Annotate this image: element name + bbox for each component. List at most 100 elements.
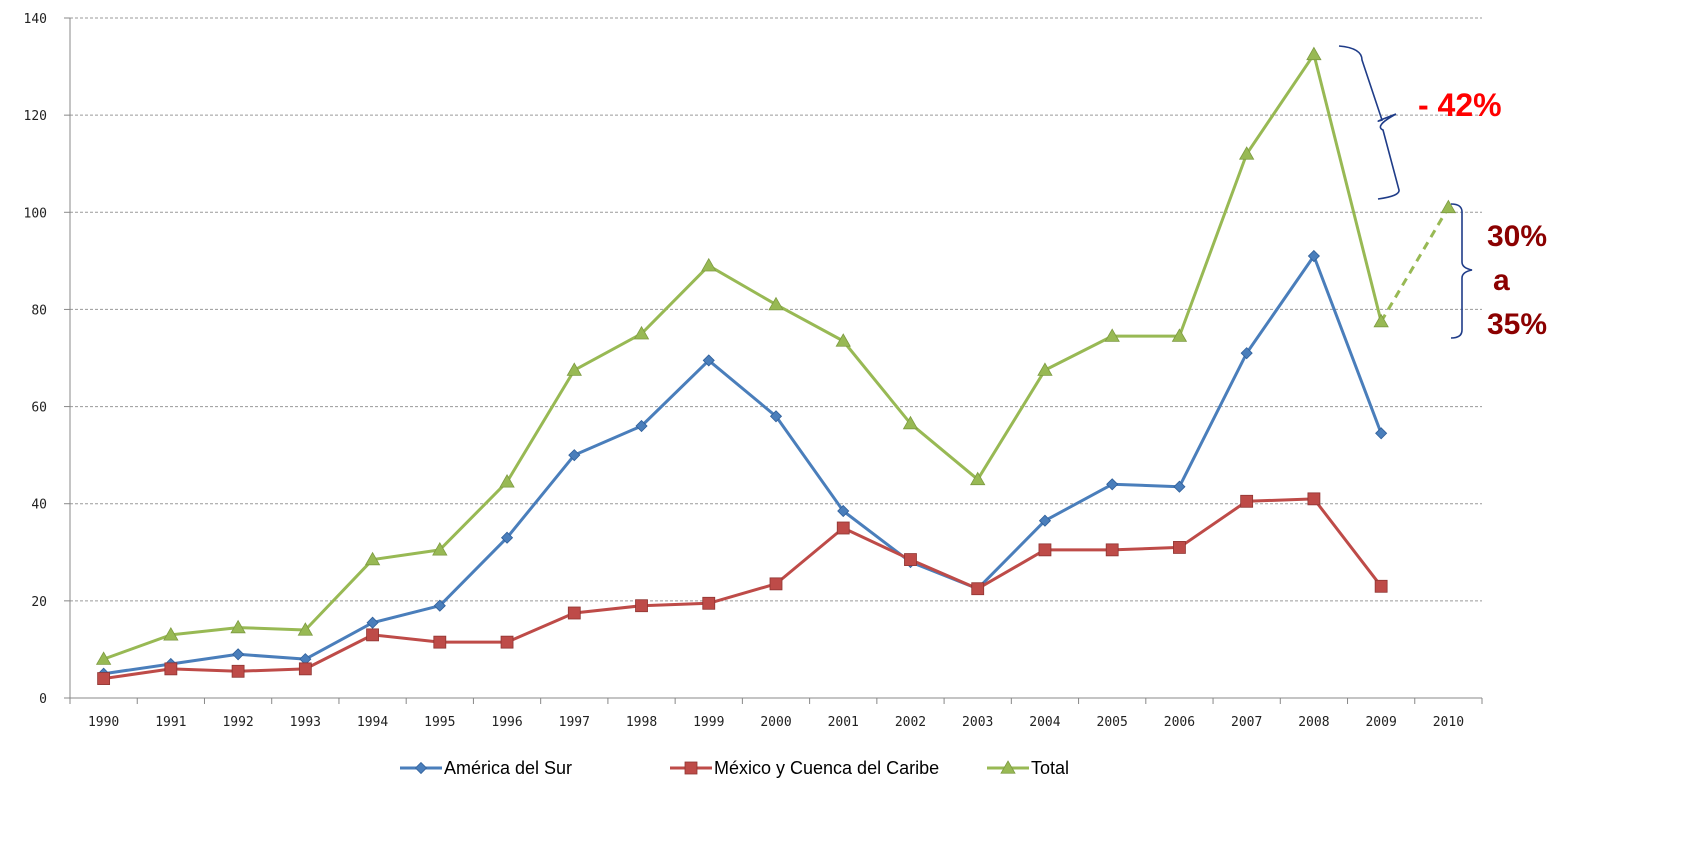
legend-label: América del Sur xyxy=(444,758,572,778)
data-point-0 xyxy=(366,616,379,629)
data-point-2 xyxy=(432,542,448,556)
y-tick-label: 80 xyxy=(31,303,47,318)
data-point-2 xyxy=(230,619,246,634)
annotations: - 42% 30% a 35% xyxy=(1338,45,1547,341)
data-point-2 xyxy=(1104,328,1120,342)
x-tick-label: 1992 xyxy=(222,715,253,730)
data-point-2 xyxy=(297,622,314,636)
data-point-0 xyxy=(635,419,648,433)
data-point-1 xyxy=(1307,492,1321,506)
y-axis-ticks: 0 20 40 60 80 100 120 140 xyxy=(24,12,70,707)
x-tick-label: 1991 xyxy=(155,715,186,730)
x-tick-label: 1990 xyxy=(88,715,119,730)
data-point-1 xyxy=(433,635,447,649)
annotation-recovery-line-2: a xyxy=(1493,264,1510,297)
data-point-0 xyxy=(702,354,715,367)
x-tick-label: 2002 xyxy=(895,715,926,730)
data-point-2 xyxy=(835,333,851,347)
x-axis-ticks: 1990 1991 1992 1993 1994 1995 1996 1997 1998 1999… xyxy=(69,698,1483,730)
x-tick-label: 2001 xyxy=(828,715,859,730)
y-tick-label: 140 xyxy=(24,12,47,27)
data-point-2 xyxy=(566,362,582,376)
data-point-2 xyxy=(1373,313,1389,328)
data-point-1 xyxy=(769,577,783,591)
data-point-2 xyxy=(970,471,986,486)
data-point-1 xyxy=(97,672,111,685)
x-tick-label: 1993 xyxy=(290,715,321,730)
data-point-1 xyxy=(298,662,312,676)
data-point-1 xyxy=(1240,494,1254,508)
legend-label: Total xyxy=(1031,758,1069,778)
legend-item: Total xyxy=(987,758,1069,778)
data-point-0 xyxy=(837,504,850,518)
annotation-recovery-line-3: 35% xyxy=(1487,308,1547,341)
x-tick-label: 1999 xyxy=(693,715,724,730)
data-point-1 xyxy=(366,628,379,642)
x-tick-label: 2009 xyxy=(1365,715,1396,730)
data-point-2 xyxy=(1238,146,1255,160)
data-point-1 xyxy=(971,582,985,596)
annotation-decline: - 42% xyxy=(1418,87,1502,123)
legend-label: México y Cuenca del Caribe xyxy=(714,758,939,778)
y-tick-label: 0 xyxy=(39,692,47,707)
data-point-0 xyxy=(1173,480,1186,493)
data-point-2 xyxy=(364,551,381,566)
series-line-0 xyxy=(103,254,1383,676)
data-point-1 xyxy=(567,606,581,620)
data-point-2 xyxy=(701,257,717,272)
data-point-1 xyxy=(836,521,850,535)
legend-marker xyxy=(1000,760,1016,774)
series-markers xyxy=(95,46,1457,685)
axes xyxy=(69,18,1482,699)
x-tick-label: 2008 xyxy=(1298,715,1329,730)
data-point-0 xyxy=(1240,347,1253,360)
data-point-0 xyxy=(1106,478,1119,491)
data-point-0 xyxy=(500,531,514,544)
series-line-1 xyxy=(103,497,1383,681)
data-point-0 xyxy=(433,599,446,612)
data-point-1 xyxy=(231,664,245,678)
series-lines xyxy=(103,52,1450,681)
data-point-1 xyxy=(1105,543,1119,557)
data-point-2 xyxy=(499,474,515,488)
data-point-2 xyxy=(1037,362,1053,376)
data-point-2 xyxy=(163,627,179,641)
data-point-2 xyxy=(1306,46,1322,61)
data-point-1 xyxy=(904,553,917,566)
x-tick-label: 2004 xyxy=(1029,715,1060,730)
data-point-1 xyxy=(635,599,648,613)
x-tick-label: 2010 xyxy=(1433,715,1464,730)
legend-item: América del Sur xyxy=(400,758,572,778)
y-tick-label: 100 xyxy=(24,206,47,221)
x-tick-label: 2005 xyxy=(1097,715,1128,730)
x-tick-label: 1998 xyxy=(626,715,657,730)
legend-item: México y Cuenca del Caribe xyxy=(670,758,939,778)
annotation-recovery-line-1: 30% xyxy=(1487,220,1547,253)
x-tick-label: 1996 xyxy=(491,715,522,730)
data-point-1 xyxy=(500,635,514,649)
legend-marker xyxy=(684,761,698,775)
projection-point xyxy=(1440,199,1457,214)
x-tick-label: 1997 xyxy=(559,715,590,730)
data-point-2 xyxy=(95,651,112,665)
data-point-0 xyxy=(1307,249,1320,263)
projection-line xyxy=(1379,206,1450,323)
data-point-1 xyxy=(164,662,178,676)
legend-marker xyxy=(414,761,428,775)
data-point-2 xyxy=(768,296,784,311)
legend: América del Sur México y Cuenca del Carib… xyxy=(400,758,1069,778)
data-point-0 xyxy=(232,648,245,661)
x-tick-label: 2000 xyxy=(760,715,791,730)
series-line-2 xyxy=(103,52,1383,661)
data-point-0 xyxy=(1038,514,1052,527)
data-point-0 xyxy=(769,410,783,423)
data-point-2 xyxy=(1171,328,1188,342)
data-point-0 xyxy=(1375,427,1388,440)
data-point-1 xyxy=(1374,579,1388,593)
bracket-recovery xyxy=(1450,203,1473,339)
data-point-2 xyxy=(902,415,919,430)
data-point-1 xyxy=(702,596,716,610)
y-tick-label: 60 xyxy=(31,401,47,416)
bracket-decline xyxy=(1338,45,1400,200)
